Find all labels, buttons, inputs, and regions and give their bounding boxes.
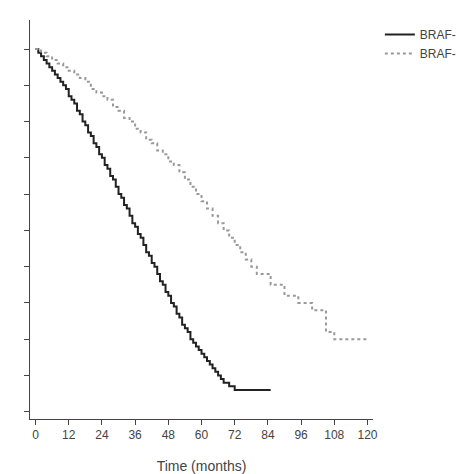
svg-text:36: 36: [128, 428, 142, 442]
svg-text:BRAF-: BRAF-: [420, 47, 456, 61]
svg-text:120: 120: [357, 428, 377, 442]
svg-text:Time (months): Time (months): [157, 458, 247, 474]
svg-text:24: 24: [95, 428, 109, 442]
svg-text:84: 84: [261, 428, 275, 442]
svg-text:72: 72: [228, 428, 242, 442]
svg-text:108: 108: [324, 428, 344, 442]
svg-text:0: 0: [32, 428, 39, 442]
svg-text:96: 96: [294, 428, 308, 442]
svg-text:48: 48: [162, 428, 176, 442]
svg-text:60: 60: [195, 428, 209, 442]
svg-text:12: 12: [62, 428, 76, 442]
svg-text:BRAF-: BRAF-: [420, 28, 456, 42]
